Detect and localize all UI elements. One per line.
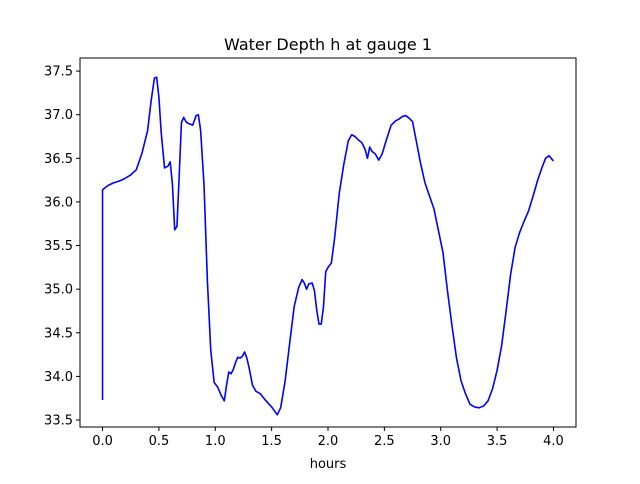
y-tick-label: 34.0 <box>44 370 73 385</box>
x-tick-label: 3.5 <box>487 434 508 449</box>
x-tick-label: 2.0 <box>318 434 339 449</box>
plot-area <box>101 76 555 416</box>
axis-ticks: 0.0 0.5 1.0 1.5 2.0 2.5 3.0 3.5 4.0 33.5 34.0 34.5 3… <box>44 65 564 449</box>
x-tick-label: 1.5 <box>261 434 282 449</box>
y-tick-label: 36.0 <box>44 195 73 210</box>
y-tick-label: 34.5 <box>44 326 73 341</box>
x-tick-label: 0.0 <box>92 434 113 449</box>
x-tick-label: 4.0 <box>543 434 564 449</box>
x-tick-label: 3.0 <box>430 434 451 449</box>
y-tick-label: 33.5 <box>44 414 73 429</box>
y-tick-label: 35.5 <box>44 239 73 254</box>
x-tick-label: 2.5 <box>374 434 395 449</box>
axes-frame <box>79 57 577 428</box>
series-line-1 <box>101 76 555 416</box>
x-axis-label: hours <box>310 457 347 472</box>
y-tick-label: 37.0 <box>44 108 73 123</box>
y-tick-label: 35.0 <box>44 283 73 298</box>
y-tick-label: 37.5 <box>44 65 73 80</box>
x-tick-label: 1.0 <box>205 434 226 449</box>
chart-title: Water Depth h at gauge 1 <box>224 35 432 54</box>
y-tick-label: 36.5 <box>44 152 73 167</box>
x-tick-label: 0.5 <box>149 434 170 449</box>
